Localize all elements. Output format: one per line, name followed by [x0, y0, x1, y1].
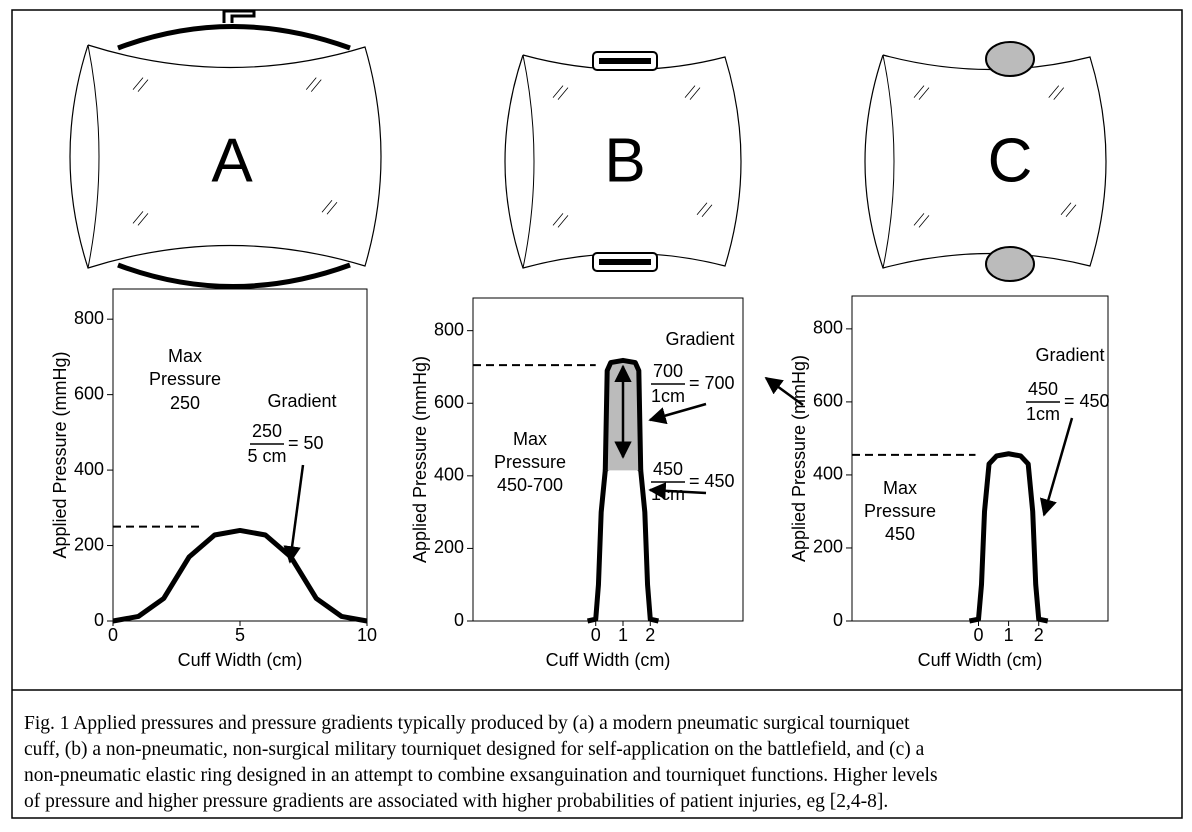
panel-letter: C: [988, 126, 1033, 195]
panel-letter: B: [604, 126, 645, 195]
x-tick-label: 5: [235, 625, 245, 645]
ring: [985, 246, 1035, 282]
shading: [552, 213, 569, 228]
x-axis-label: Cuff Width (cm): [178, 650, 303, 670]
x-tick-label: 1: [618, 625, 628, 645]
max-label: 450: [885, 524, 915, 544]
max-label: Pressure: [494, 452, 566, 472]
shading: [305, 77, 322, 92]
shading: [696, 202, 713, 218]
y-tick-label: 400: [434, 465, 464, 485]
x-axis-label: Cuff Width (cm): [546, 650, 671, 670]
shading: [132, 211, 149, 226]
y-tick-label: 600: [813, 391, 843, 411]
limb: [504, 54, 742, 269]
y-tick-label: 400: [74, 459, 104, 479]
series-line: [968, 451, 1049, 624]
shading: [684, 85, 701, 100]
fraction-result: = 50: [288, 433, 324, 453]
x-tick-label: 10: [357, 625, 377, 645]
gradient-label: Gradient: [1035, 345, 1104, 365]
y-tick-label: 0: [833, 610, 843, 630]
plot-frame: [472, 297, 744, 622]
y-tick-label: 600: [434, 392, 464, 412]
shading: [913, 85, 930, 100]
shading: [132, 77, 149, 92]
max-label: 250: [170, 393, 200, 413]
max-label: Pressure: [149, 369, 221, 389]
max-label: Max: [883, 478, 917, 498]
x-tick-label: 0: [108, 625, 118, 645]
arrow: [283, 464, 305, 564]
strap-inner: [599, 58, 651, 64]
x-tick-label: 2: [1034, 625, 1044, 645]
x-tick-label: 0: [973, 625, 983, 645]
gradient-label: Gradient: [665, 329, 734, 349]
y-tick-label: 600: [74, 383, 104, 403]
fraction-den: 1cm: [1026, 404, 1060, 424]
limb-edge: [87, 44, 100, 269]
fraction-result: = 450: [1064, 391, 1110, 411]
caption-line: Fig. 1 Applied pressures and pressure gr…: [24, 713, 910, 734]
panel-letter: A: [211, 126, 253, 195]
limb: [69, 44, 382, 269]
series-line: [587, 460, 659, 624]
y-tick-label: 800: [74, 308, 104, 328]
y-tick-label: 0: [94, 610, 104, 630]
x-axis-label: Cuff Width (cm): [918, 650, 1043, 670]
shading: [913, 213, 930, 228]
fraction-num: 450: [1028, 379, 1058, 399]
shading: [321, 199, 338, 215]
x-tick-label: 1: [1004, 625, 1014, 645]
y-tick-label: 800: [434, 319, 464, 339]
y-tick-label: 800: [813, 318, 843, 338]
arrow: [1039, 417, 1074, 517]
fraction-result: = 450: [689, 471, 735, 491]
max-label: 450-700: [497, 475, 563, 495]
limb: [864, 54, 1107, 269]
ring: [985, 41, 1035, 77]
series-line: [112, 527, 368, 624]
shading: [552, 85, 569, 100]
arrow: [648, 482, 707, 500]
arrow: [648, 402, 707, 425]
frame: [11, 9, 1183, 819]
caption-line: of pressure and higher pressure gradient…: [24, 791, 888, 812]
fraction-num: 700: [653, 361, 683, 381]
y-tick-label: 200: [74, 534, 104, 554]
cuff: [117, 24, 351, 51]
fraction-den: 5 cm: [247, 446, 286, 466]
y-tick-label: 400: [813, 464, 843, 484]
series-line: [602, 357, 644, 471]
max-label: Max: [513, 429, 547, 449]
shading: [1060, 202, 1077, 218]
x-tick-label: 0: [591, 625, 601, 645]
caption-line: cuff, (b) a non-pneumatic, non-surgical …: [24, 739, 925, 760]
y-axis-label: Applied Pressure (mmHg): [410, 356, 430, 563]
cuff: [117, 262, 351, 289]
y-axis-label: Applied Pressure (mmHg): [789, 355, 809, 562]
limb-edge: [522, 54, 535, 269]
x-tick-label: 2: [645, 625, 655, 645]
fraction-result: = 700: [689, 373, 735, 393]
strap-inner: [599, 259, 651, 265]
y-axis-label: Applied Pressure (mmHg): [50, 351, 70, 558]
caption-line: non-pneumatic elastic ring designed in a…: [24, 765, 938, 786]
fraction-den: 1cm: [651, 386, 685, 406]
shading: [1048, 85, 1065, 100]
arrow: [764, 376, 804, 407]
max-label: Max: [168, 346, 202, 366]
plot-frame: [112, 288, 368, 622]
valve: [222, 9, 256, 23]
y-tick-label: 200: [813, 537, 843, 557]
max-label: Pressure: [864, 501, 936, 521]
y-tick-label: 200: [434, 537, 464, 557]
fraction-num: 250: [252, 421, 282, 441]
gradient-label: Gradient: [267, 391, 336, 411]
limb-edge: [882, 54, 895, 269]
y-tick-label: 0: [454, 610, 464, 630]
fraction-den: 1cm: [651, 484, 685, 504]
fraction-num: 450: [653, 459, 683, 479]
